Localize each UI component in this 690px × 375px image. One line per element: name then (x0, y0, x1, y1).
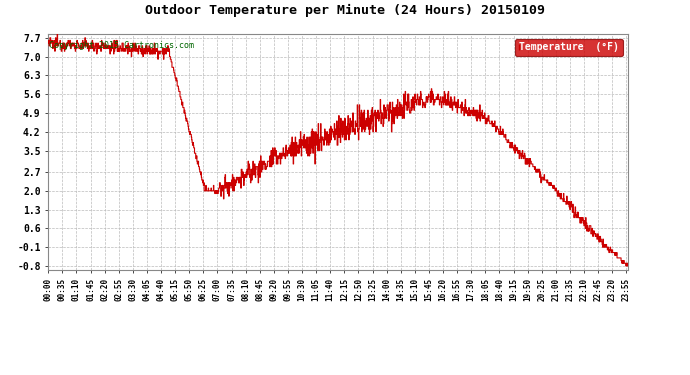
Legend: Temperature  (°F): Temperature (°F) (515, 39, 623, 56)
Text: Copyright 2015 Cartronics.com: Copyright 2015 Cartronics.com (50, 41, 195, 50)
Text: Outdoor Temperature per Minute (24 Hours) 20150109: Outdoor Temperature per Minute (24 Hours… (145, 4, 545, 17)
